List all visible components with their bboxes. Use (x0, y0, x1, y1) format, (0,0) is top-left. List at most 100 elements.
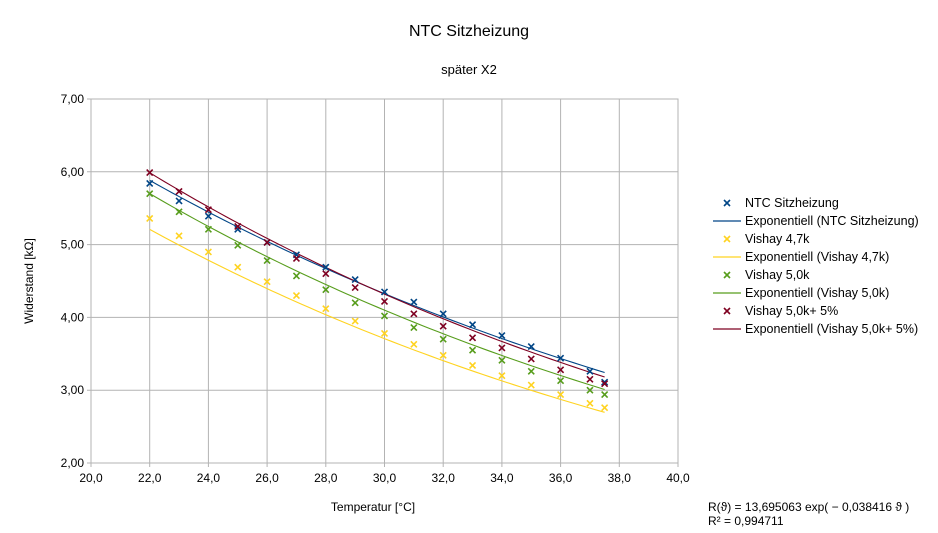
data-point (410, 310, 418, 318)
legend-marker (723, 271, 731, 279)
data-point (380, 288, 389, 296)
legend-entry: NTC Sitzheizung (745, 196, 839, 210)
x-tick-label: 32,0 (432, 471, 456, 485)
x-axis-ticks: 20,0 22,0 24,0 26,0 28,0 30,0 32,0 34,0 36,0 38,0… (79, 471, 690, 485)
data-point (468, 321, 477, 329)
data-point (586, 399, 594, 407)
data-point (204, 248, 212, 256)
trendline-0 (149, 179, 605, 374)
trendline-2 (149, 193, 605, 391)
legend-marker (723, 199, 731, 207)
legend-marker (723, 307, 731, 315)
y-tick-label: 6,00 (61, 165, 85, 179)
data-point (351, 317, 359, 325)
data-point (557, 366, 565, 374)
chart-title: NTC Sitzheizung (409, 23, 529, 40)
data-point (380, 297, 389, 305)
x-tick-label: 34,0 (490, 471, 514, 485)
data-point (351, 283, 359, 292)
data-point (322, 286, 330, 294)
data-point (410, 298, 418, 306)
legend-entry-trendline: Exponentiell (Vishay 4,7k) (745, 250, 889, 264)
grid (87, 98, 679, 467)
data-point (263, 257, 271, 265)
data-point (146, 214, 154, 222)
x-tick-label: 28,0 (314, 471, 338, 485)
data-point (204, 212, 212, 220)
data-point (557, 377, 565, 385)
data-point (263, 278, 271, 286)
data-point (527, 367, 535, 375)
legend: NTC Sitzheizung Exponentiell (NTC Sitzhei… (713, 196, 919, 336)
data-point (557, 354, 565, 362)
data-point (498, 332, 506, 340)
data-point (234, 222, 242, 230)
data-point (322, 270, 330, 278)
data-point (234, 241, 242, 249)
data-point (146, 179, 154, 188)
data-point (557, 391, 565, 399)
data-point (601, 404, 609, 412)
trendlines (149, 172, 605, 413)
data-point (468, 361, 477, 370)
y-tick-label: 5,00 (61, 238, 85, 252)
x-tick-label: 40,0 (666, 471, 690, 485)
x-tick-label: 24,0 (197, 471, 221, 485)
data-points (146, 168, 609, 412)
x-axis-label: Temperatur [°C] (331, 500, 415, 514)
y-tick-label: 7,00 (61, 92, 85, 106)
legend-entry: Vishay 5,0k (745, 268, 810, 282)
data-point (468, 334, 477, 342)
data-point (498, 356, 506, 364)
legend-marker (723, 235, 731, 243)
data-point (175, 232, 183, 240)
legend-entry-trendline: Exponentiell (NTC Sitzheizung) (745, 214, 919, 228)
data-point (468, 346, 477, 354)
data-point (601, 378, 609, 386)
data-point (439, 351, 447, 359)
data-point (292, 291, 301, 300)
data-point (380, 312, 389, 320)
legend-entry: Vishay 5,0k+ 5% (745, 304, 838, 318)
x-tick-label: 36,0 (549, 471, 573, 485)
data-point (410, 324, 418, 332)
data-point (380, 329, 389, 337)
x-tick-label: 22,0 (138, 471, 162, 485)
y-axis-label: Widerstand [kΩ] (22, 238, 36, 324)
legend-entry-trendline: Exponentiell (Vishay 5,0k+ 5%) (745, 322, 918, 336)
data-point (204, 225, 212, 233)
data-point (234, 263, 242, 271)
x-tick-label: 38,0 (608, 471, 632, 485)
data-point (601, 391, 609, 399)
data-point (292, 254, 301, 262)
data-point (351, 299, 359, 307)
y-tick-label: 2,00 (61, 456, 85, 470)
data-point (263, 238, 271, 246)
chart-subtitle: später X2 (441, 62, 497, 77)
data-point (586, 367, 594, 375)
data-point (527, 381, 535, 389)
data-point (351, 275, 359, 284)
y-tick-label: 3,00 (61, 383, 85, 397)
data-point (527, 355, 535, 363)
trend-r-squared: R² = 0,994711 (708, 514, 784, 528)
data-point (146, 168, 154, 177)
legend-entry-trendline: Exponentiell (Vishay 5,0k) (745, 286, 889, 300)
data-point (498, 372, 506, 380)
data-point (439, 322, 447, 330)
data-point (175, 197, 183, 205)
trendline-3 (149, 172, 605, 378)
data-point (292, 272, 301, 280)
x-tick-label: 26,0 (255, 471, 279, 485)
data-point (601, 380, 609, 388)
y-axis-ticks: 2,00 3,00 4,00 5,00 6,00 7,00 (61, 92, 85, 470)
data-point (439, 310, 447, 318)
data-point (527, 342, 535, 351)
plot-area (90, 98, 679, 464)
data-point (204, 206, 212, 214)
data-point (322, 263, 330, 271)
data-point (586, 386, 594, 394)
trendline-1 (149, 228, 605, 413)
data-point (175, 187, 183, 196)
data-point (410, 340, 418, 348)
